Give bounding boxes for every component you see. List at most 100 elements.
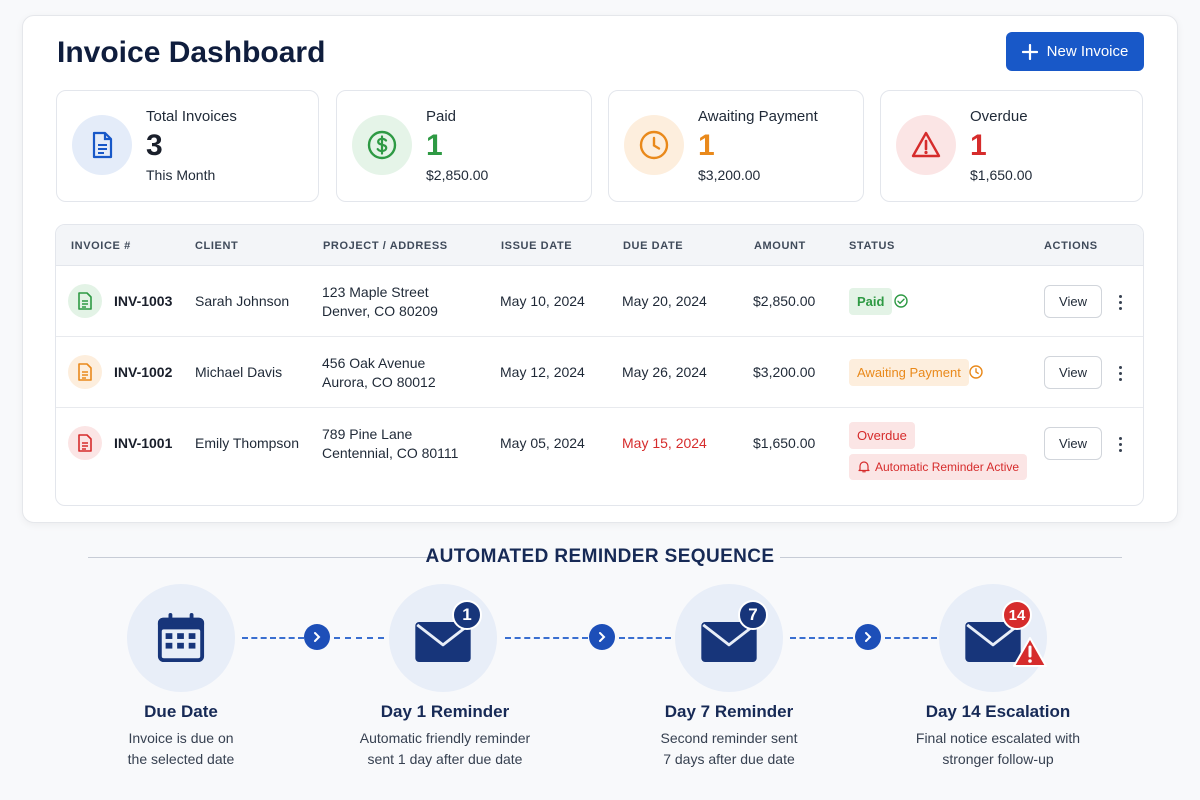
file-icon [68,284,102,318]
stat-sub: $2,850.00 [426,167,489,183]
connector-line [790,637,853,639]
step-description: Second reminder sent 7 days after due da… [609,728,849,770]
connector-line [619,637,671,639]
connector-line [242,637,304,639]
reminder-label: Automatic Reminder Active [875,460,1020,474]
stat-sub: This Month [146,167,216,183]
status-badge: Overdue [849,422,915,449]
due-date: May 26, 2024 [622,364,707,380]
divider-line [88,557,430,558]
status-badge: Awaiting Payment [849,359,969,386]
count-badge: 7 [738,600,768,630]
address-line2: Aurora, CO 80012 [322,374,436,390]
stat-sub: $1,650.00 [970,167,1033,183]
dollar-icon [352,115,412,175]
issue-date: May 10, 2024 [500,293,585,309]
calendar-icon [157,613,205,663]
invoice-number[interactable]: INV-1001 [114,435,173,451]
divider-line [780,557,1122,558]
connector-line [505,637,588,639]
stat-label: Overdue [970,108,1028,125]
address-line1: 456 Oak Avenue [322,355,426,371]
address-line2: Denver, CO 80209 [322,303,438,319]
view-button[interactable]: View [1044,427,1102,460]
table-row[interactable]: INV-1003 Sarah Johnson 123 Maple Street … [56,266,1143,337]
step-day1-reminder: 1 [389,584,497,692]
envelope-icon [965,621,1021,663]
stat-card-awaiting: Awaiting Payment 1 $3,200.00 [608,90,864,202]
step-day14-escalation: 14 [939,584,1047,692]
invoice-number[interactable]: INV-1003 [114,293,173,309]
warning-icon [896,115,956,175]
issue-date: May 12, 2024 [500,364,585,380]
step-title: Day 7 Reminder [664,702,794,721]
issue-date: May 05, 2024 [500,435,585,451]
stat-card-total: Total Invoices 3 This Month [56,90,319,202]
column-header: ISSUE DATE [501,240,573,252]
step-desc-line: Invoice is due on [128,730,234,746]
page-title: Invoice Dashboard [57,36,326,69]
step-desc-line: the selected date [127,751,235,767]
column-header: STATUS [849,240,895,252]
column-header: DUE DATE [623,240,684,252]
connector-line [334,637,384,639]
step-desc-line: Second reminder sent [660,730,798,746]
stat-label: Paid [426,108,457,125]
amount: $1,650.00 [753,435,816,451]
more-options-icon[interactable] [1114,363,1126,383]
column-header: CLIENT [195,240,239,252]
check-circle-icon [894,294,908,308]
stat-value: 3 [146,129,163,162]
amount: $3,200.00 [753,364,816,380]
step-desc-line: stronger follow-up [942,751,1054,767]
due-date: May 20, 2024 [622,293,707,309]
column-header: INVOICE # [71,240,131,252]
stat-label: Total Invoices [146,108,237,125]
envelope-icon [701,621,757,663]
warning-icon [1013,637,1047,667]
table-header: INVOICE # CLIENT PROJECT / ADDRESS ISSUE… [56,225,1143,266]
step-day7-reminder: 7 [675,584,783,692]
stat-card-overdue: Overdue 1 $1,650.00 [880,90,1143,202]
chevron-right-icon [304,624,330,650]
column-header: ACTIONS [1044,240,1098,252]
address-line1: 789 Pine Lane [322,426,413,442]
view-button[interactable]: View [1044,285,1102,318]
more-options-icon[interactable] [1114,434,1126,454]
count-badge: 1 [452,600,482,630]
reminder-badge: Automatic Reminder Active [849,454,1028,480]
stat-value: 1 [970,129,987,162]
chevron-right-icon [855,624,881,650]
stat-label: Awaiting Payment [698,108,818,125]
column-header: PROJECT / ADDRESS [323,240,448,252]
more-options-icon[interactable] [1114,292,1126,312]
file-icon [68,426,102,460]
new-invoice-button[interactable]: New Invoice [1006,32,1144,71]
file-icon [68,355,102,389]
step-desc-line: Automatic friendly reminder [359,730,531,746]
table-row[interactable]: INV-1002 Michael Davis 456 Oak Avenue Au… [56,337,1143,408]
client-name: Emily Thompson [195,435,300,451]
step-title: Due Date [144,702,218,721]
bell-icon [858,461,870,473]
status-badge: Paid [849,288,893,315]
amount: $2,850.00 [753,293,816,309]
stat-value: 1 [426,129,443,162]
stat-value: 1 [698,129,715,162]
document-icon [72,115,132,175]
new-invoice-label: New Invoice [1046,43,1129,60]
plus-icon [1021,43,1038,60]
view-button[interactable]: View [1044,356,1102,389]
invoice-number[interactable]: INV-1002 [114,364,173,380]
address-line1: 123 Maple Street [322,284,429,300]
clock-icon [969,365,983,379]
table-row[interactable]: INV-1001 Emily Thompson 789 Pine Lane Ce… [56,408,1143,505]
step-description: Automatic friendly reminder sent 1 day a… [325,728,565,770]
client-name: Sarah Johnson [195,293,290,309]
client-name: Michael Davis [195,364,283,380]
column-header: AMOUNT [754,240,806,252]
invoice-dashboard-card: Invoice Dashboard New Invoice Total Invo… [22,15,1178,523]
address-line2: Centennial, CO 80111 [322,445,459,461]
step-desc-line: sent 1 day after due date [367,751,523,767]
due-date: May 15, 2024 [622,435,707,451]
